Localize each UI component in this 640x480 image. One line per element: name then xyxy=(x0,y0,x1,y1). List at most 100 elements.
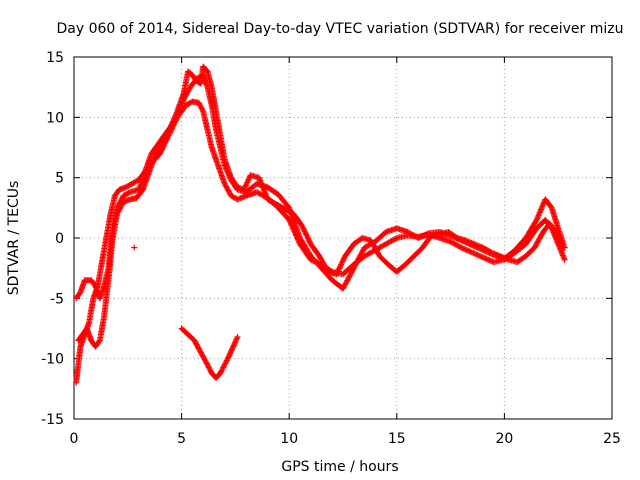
data-point-marker xyxy=(234,333,241,340)
data-point-marker xyxy=(338,260,345,267)
data-point-marker xyxy=(334,269,341,276)
data-point-marker xyxy=(231,340,238,347)
data-point-marker xyxy=(305,236,312,243)
data-point-marker xyxy=(232,338,239,345)
y-tick-label: 10 xyxy=(46,110,64,126)
data-point-marker xyxy=(333,271,340,278)
x-tick-label: 0 xyxy=(70,431,79,447)
data-point-marker xyxy=(561,256,568,263)
data-point-marker xyxy=(304,234,311,241)
data-point-marker xyxy=(462,246,469,253)
data-point-marker xyxy=(301,228,308,235)
data-point-marker xyxy=(473,251,480,258)
data-point-marker xyxy=(422,231,429,238)
data-point-marker xyxy=(424,230,431,237)
data-point-marker xyxy=(465,247,472,254)
data-point-marker xyxy=(131,244,138,251)
data-point-marker xyxy=(335,267,342,274)
data-point-marker xyxy=(230,342,237,349)
data-point-marker xyxy=(419,233,426,240)
data-point-marker xyxy=(227,350,234,357)
data-point-marker xyxy=(482,255,489,262)
data-point-marker xyxy=(559,247,566,254)
x-axis-label: GPS time / hours xyxy=(281,459,398,475)
data-point-marker xyxy=(416,234,423,241)
data-point-marker xyxy=(459,245,466,252)
data-point-marker xyxy=(334,268,341,275)
data-point-marker xyxy=(467,248,474,255)
data-point-marker xyxy=(229,344,236,351)
data-point-marker xyxy=(225,353,232,360)
data-point-marker xyxy=(299,224,306,231)
data-point-marker xyxy=(486,257,493,264)
data-point-marker xyxy=(306,238,313,245)
x-tick-label: 10 xyxy=(280,431,298,447)
y-tick-label: -15 xyxy=(41,412,64,428)
data-point-marker xyxy=(392,235,399,242)
data-point-marker xyxy=(233,335,240,342)
chart-title: Day 060 of 2014, Sidereal Day-to-day VTE… xyxy=(57,21,624,37)
data-point-marker xyxy=(470,250,477,257)
data-point-marker xyxy=(474,251,481,258)
axis-tick-labels: 0 5 10 15 20 25 -15 -10 -5 0 5 10 15 xyxy=(41,50,621,447)
data-point-marker xyxy=(469,249,476,256)
data-point-marker xyxy=(415,235,422,241)
data-point-marker xyxy=(228,347,235,354)
data-point-marker xyxy=(336,265,343,272)
data-point-marker xyxy=(337,262,344,269)
grid-lines xyxy=(74,57,612,419)
data-point-marker xyxy=(418,233,425,240)
data-point-marker xyxy=(300,225,307,232)
data-point-marker xyxy=(481,254,488,261)
data-point-marker xyxy=(305,235,312,242)
data-point-marker xyxy=(229,346,236,353)
data-point-marker xyxy=(423,231,430,238)
data-point-marker xyxy=(303,232,310,239)
data-point-marker xyxy=(233,336,240,343)
data-point-marker xyxy=(466,248,473,255)
x-tick-label: 15 xyxy=(388,431,406,447)
data-point-marker xyxy=(301,227,308,234)
data-point-marker xyxy=(532,218,539,225)
data-point-marker xyxy=(478,253,485,260)
y-tick-label: -5 xyxy=(50,291,64,307)
data-point-marker xyxy=(336,264,343,271)
data-point-marker xyxy=(463,247,470,254)
data-point-marker xyxy=(483,256,490,263)
data-points xyxy=(73,63,568,386)
data-point-marker xyxy=(226,351,233,358)
data-point-marker xyxy=(95,338,102,345)
data-point-marker xyxy=(230,343,237,350)
data-point-marker xyxy=(338,261,345,268)
y-tick-label: 0 xyxy=(55,231,64,247)
data-point-marker xyxy=(227,349,234,356)
data-point-marker xyxy=(299,222,306,229)
data-point-marker xyxy=(479,254,486,261)
data-point-marker xyxy=(475,252,482,259)
data-point-marker xyxy=(125,189,132,196)
y-tick-label: 15 xyxy=(46,50,64,66)
axis-ticks xyxy=(73,56,613,420)
x-tick-label: 25 xyxy=(603,431,621,447)
data-point-marker xyxy=(461,245,468,252)
data-point-marker xyxy=(477,253,484,260)
data-point-marker xyxy=(339,258,346,265)
data-point-marker xyxy=(340,255,347,262)
data-point-marker xyxy=(485,256,492,263)
data-point-marker xyxy=(420,232,427,239)
data-point-marker xyxy=(302,229,309,236)
data-point-marker xyxy=(457,243,464,250)
x-tick-label: 20 xyxy=(495,431,513,447)
data-point-marker xyxy=(547,203,554,210)
data-point-marker xyxy=(471,250,478,257)
data-point-marker xyxy=(452,234,459,241)
data-point-marker xyxy=(487,257,494,264)
y-tick-label: 5 xyxy=(55,171,64,187)
data-point-marker xyxy=(340,257,347,264)
y-axis-label: SDTVAR / TECUs xyxy=(6,181,22,296)
x-tick-label: 5 xyxy=(177,431,186,447)
data-point-marker xyxy=(303,231,310,238)
data-point-marker xyxy=(487,248,494,255)
y-tick-label: -10 xyxy=(41,352,64,368)
